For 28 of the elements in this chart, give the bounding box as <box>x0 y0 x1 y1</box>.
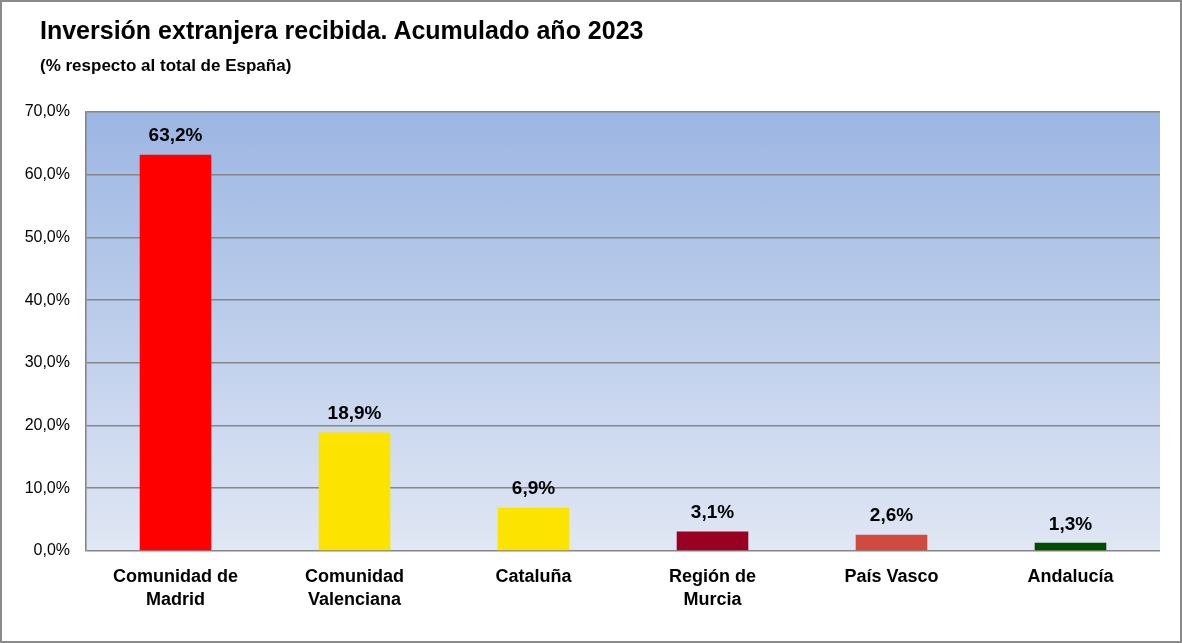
y-tick-label: 60,0% <box>24 165 70 183</box>
y-tick-label: 40,0% <box>24 290 70 308</box>
bar <box>497 507 570 551</box>
data-label: 3,1% <box>690 501 735 523</box>
bar <box>855 534 928 551</box>
x-tick-label: Cataluña <box>495 565 573 586</box>
chart-subtitle: (% respecto al total de España) <box>40 56 292 76</box>
bar <box>676 531 749 551</box>
x-tick-label: Andalucía <box>1027 565 1115 586</box>
x-tick-label: Comunidad Valenciana <box>305 565 404 610</box>
x-tick-label: Comunidad de Madrid <box>113 565 238 610</box>
bar <box>318 432 391 551</box>
y-tick-label: 10,0% <box>24 478 70 496</box>
data-label: 6,9% <box>511 477 556 499</box>
x-tick-label: País Vasco <box>844 565 939 586</box>
y-tick-label: 20,0% <box>24 415 70 433</box>
bar <box>139 154 212 551</box>
chart-title: Inversión extranjera recibida. Acumulado año 2023 <box>40 16 644 45</box>
y-tick-label: 30,0% <box>24 353 70 371</box>
data-label: 2,6% <box>869 504 914 526</box>
y-tick-label: 70,0% <box>24 102 70 120</box>
y-tick-label: 0,0% <box>33 541 70 559</box>
data-label: 1,3% <box>1048 512 1093 534</box>
data-label: 63,2% <box>148 124 203 146</box>
bar <box>1034 542 1107 551</box>
x-tick-label: Región de Murcia <box>668 565 757 610</box>
data-label: 18,9% <box>327 402 382 424</box>
y-tick-label: 50,0% <box>24 227 70 245</box>
